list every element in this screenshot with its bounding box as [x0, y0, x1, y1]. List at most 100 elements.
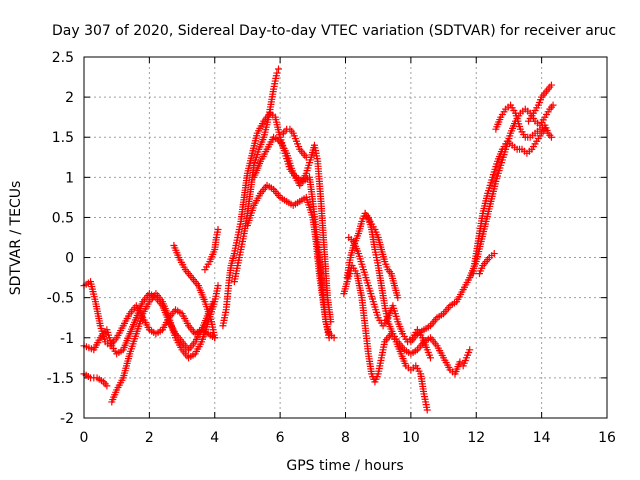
- trail-marker: [210, 300, 218, 308]
- trail-marker: [308, 195, 316, 203]
- series-track-9: [243, 181, 338, 342]
- trail-marker: [399, 344, 407, 352]
- trail-marker: [444, 304, 452, 312]
- trail-marker: [183, 319, 191, 327]
- trail-marker: [125, 332, 133, 340]
- trail-marker: [500, 108, 508, 116]
- trail-marker: [422, 343, 430, 351]
- x-tick-label: 10: [402, 430, 420, 446]
- trail-marker: [546, 131, 554, 139]
- trail-marker: [424, 335, 432, 343]
- trail-marker: [233, 236, 241, 244]
- trail-marker: [258, 120, 266, 128]
- trail-marker: [90, 374, 98, 382]
- x-tick-label: 6: [276, 430, 285, 446]
- trail-marker: [398, 327, 406, 335]
- trail-marker: [213, 284, 221, 292]
- trail-marker: [101, 380, 109, 388]
- trail-marker: [354, 247, 362, 255]
- trail-marker: [171, 331, 179, 339]
- trail-marker: [520, 131, 528, 139]
- trail-marker: [249, 204, 257, 212]
- trail-marker: [537, 96, 545, 104]
- trail-marker: [111, 336, 119, 344]
- trail-marker: [170, 308, 178, 316]
- series-track-3: [80, 370, 111, 390]
- trail-marker: [308, 211, 316, 219]
- trail-marker: [262, 148, 270, 156]
- trail-marker: [380, 340, 388, 348]
- trail-marker: [431, 340, 439, 348]
- trail-marker: [464, 276, 472, 284]
- trail-marker: [480, 260, 488, 268]
- trail-marker: [423, 403, 431, 411]
- trail-marker: [96, 319, 104, 327]
- trail-marker: [276, 131, 284, 139]
- trail-marker: [131, 332, 139, 340]
- trail-marker: [230, 252, 238, 260]
- series-track-17: [459, 346, 474, 370]
- trail-marker: [233, 264, 241, 272]
- trail-marker: [510, 106, 518, 114]
- trail-marker: [254, 148, 262, 156]
- series-track-6: [201, 225, 222, 274]
- trail-marker: [281, 147, 289, 155]
- trail-marker: [95, 336, 103, 344]
- trail-marker: [183, 352, 191, 360]
- trail-marker: [364, 215, 372, 223]
- trail-marker: [478, 264, 486, 272]
- trail-marker: [539, 91, 547, 99]
- trail-marker: [346, 256, 354, 264]
- series-track-10: [250, 133, 335, 326]
- trail-marker: [261, 183, 269, 191]
- series-track-13: [340, 262, 431, 414]
- trail-marker: [491, 180, 499, 188]
- trail-marker: [475, 232, 483, 240]
- trail-marker: [496, 116, 504, 124]
- trail-marker: [402, 335, 410, 343]
- trail-marker: [295, 143, 303, 151]
- trail-marker: [393, 315, 401, 323]
- series-track-18: [469, 125, 549, 278]
- trail-marker: [243, 172, 251, 180]
- trail-marker: [516, 123, 524, 131]
- x-tick-label: 16: [598, 430, 616, 446]
- trail-marker: [455, 360, 463, 368]
- trail-marker: [112, 388, 120, 396]
- trail-marker: [117, 347, 125, 355]
- trail-marker: [210, 248, 218, 256]
- trail-marker: [377, 279, 385, 287]
- trail-marker: [180, 263, 188, 271]
- trail-marker: [484, 256, 492, 264]
- trail-marker: [445, 363, 453, 371]
- x-axis-ticks: 0 2 4 6 8 10 12 14 16: [80, 57, 616, 446]
- trail-marker: [255, 192, 263, 200]
- trail-marker: [546, 83, 554, 91]
- trail-marker: [313, 155, 321, 163]
- y-tick-label: 2: [65, 90, 74, 106]
- series-track-11: [279, 125, 310, 161]
- trail-marker: [465, 348, 473, 356]
- trail-marker: [524, 133, 532, 141]
- series-track-7: [219, 109, 333, 342]
- trail-marker: [401, 359, 409, 367]
- trail-marker: [461, 357, 469, 365]
- x-tick-label: 2: [145, 430, 154, 446]
- y-tick-label: -0.5: [47, 291, 74, 307]
- trail-marker: [174, 251, 182, 259]
- trail-marker: [204, 260, 212, 268]
- trail-marker: [347, 236, 355, 244]
- trail-marker: [368, 295, 376, 303]
- chart-title: Day 307 of 2020, Sidereal Day-to-day VTE…: [52, 23, 616, 39]
- x-tick-label: 14: [533, 430, 551, 446]
- trail-marker: [374, 259, 382, 267]
- trail-marker: [144, 300, 152, 308]
- trail-marker: [253, 132, 261, 140]
- trail-marker: [393, 291, 401, 299]
- trail-marker: [364, 279, 372, 287]
- trail-marker: [212, 236, 220, 244]
- series-track-20: [492, 101, 555, 141]
- trail-marker: [354, 232, 362, 240]
- y-tick-label: 0.5: [52, 210, 74, 226]
